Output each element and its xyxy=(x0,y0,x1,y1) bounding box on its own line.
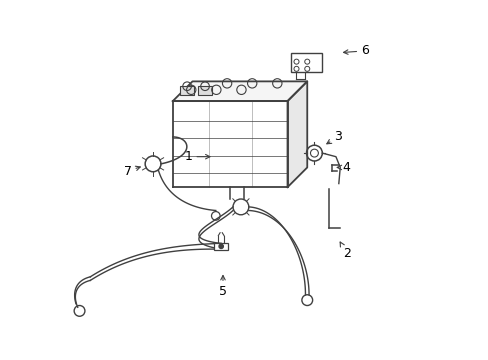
Bar xyxy=(214,243,227,249)
Text: 1: 1 xyxy=(184,150,209,163)
Text: 7: 7 xyxy=(123,165,140,177)
Text: 5: 5 xyxy=(219,275,226,298)
Bar xyxy=(198,86,212,95)
Text: 3: 3 xyxy=(326,130,341,144)
Text: 2: 2 xyxy=(340,242,350,260)
Text: 6: 6 xyxy=(343,44,368,57)
Polygon shape xyxy=(172,101,287,187)
Polygon shape xyxy=(172,81,306,101)
Circle shape xyxy=(219,244,223,248)
Text: 4: 4 xyxy=(337,161,350,174)
Circle shape xyxy=(148,159,157,168)
FancyBboxPatch shape xyxy=(290,53,321,72)
Polygon shape xyxy=(287,81,306,187)
Bar xyxy=(180,86,194,95)
